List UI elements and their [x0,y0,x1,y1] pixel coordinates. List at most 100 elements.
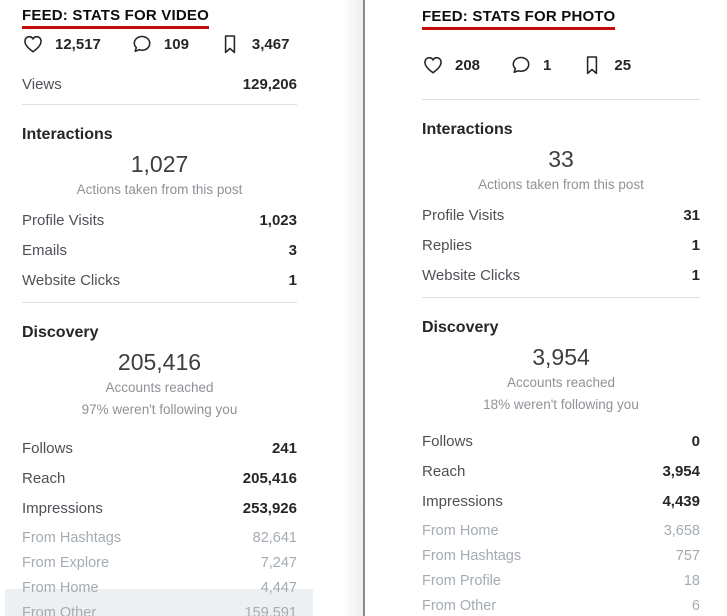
stat-label: Follows [22,440,73,457]
stat-value: 159,591 [244,605,297,616]
discovery-subcaption: 97% weren't following you [81,402,238,417]
stat-row-muted: From Other 6 [422,598,700,616]
stat-value: 7,247 [260,555,297,571]
comments-count: 1 [543,56,552,74]
discovery-heading: Discovery [422,319,499,336]
likes-group: 208 [422,54,480,76]
section-divider [422,99,700,100]
stat-row: Website Clicks 1 [422,267,700,285]
likes-count: 12,517 [55,35,101,53]
saves-count: 25 [614,56,632,74]
stat-label: Profile Visits [22,212,105,229]
stat-value: 757 [675,548,700,564]
engagement-row: 12,517 109 3,467 [22,32,297,56]
highlight-band: From Home 4,447 From Other 159,591 [5,580,313,616]
stat-label: Replies [422,237,473,254]
interactions-heading: Interactions [22,126,113,143]
saves-group: 25 [581,54,631,76]
stat-row: Impressions 253,926 [22,500,297,518]
panel-video-stats: FEED: STATS FOR VIDEO 12,517 109 3,467 [0,0,363,616]
stat-value: 1,023 [259,212,297,229]
discovery-caption: Accounts reached [105,380,214,395]
stat-label: From Home [22,580,99,596]
section-divider [22,104,297,105]
stat-row-muted: From Home 4,447 [22,580,297,598]
comments-group: 1 [510,54,551,76]
stat-value: 31 [683,207,700,224]
stat-label: Emails [22,242,68,259]
stat-label: Impressions [22,500,103,517]
discovery-rows: Follows 241 Reach 205,416 Impressions 25… [5,440,313,616]
stat-row-muted: From Hashtags 82,641 [22,530,297,548]
views-label: Views [22,76,62,93]
column-divider [363,0,365,616]
stat-label: From Home [422,523,499,539]
panel-title-video: FEED: STATS FOR VIDEO [22,8,209,29]
stat-row: Impressions 4,439 [422,493,700,511]
stat-value: 1 [288,272,297,289]
engagement-row: 208 1 25 [422,53,700,77]
discovery-total: 3,954 [532,344,590,370]
stat-value: 205,416 [242,470,297,487]
views-value: 129,206 [242,76,297,93]
stat-label: From Other [422,598,497,614]
stat-row-muted: From Home 3,658 [422,523,700,541]
stat-row: Follows 0 [422,433,700,451]
stat-value: 241 [271,440,297,457]
comment-icon[interactable] [510,54,532,76]
stat-value: 0 [691,433,700,450]
interactions-caption: Actions taken from this post [76,182,243,197]
stat-value: 3 [288,242,297,259]
stat-value: 82,641 [252,530,297,546]
stat-label: From Other [22,605,97,616]
stat-row: Emails 3 [22,242,297,260]
discovery-caption: Accounts reached [506,375,616,390]
stat-label: From Profile [422,573,501,589]
comment-icon[interactable] [131,33,153,55]
stat-label: Follows [422,433,473,450]
stat-row-muted: From Explore 7,247 [22,555,297,573]
bookmark-icon[interactable] [219,33,241,55]
interactions-heading: Interactions [422,121,513,138]
stat-row-muted: From Hashtags 757 [422,548,700,566]
stat-label: Website Clicks [422,267,521,284]
interactions-rows: Profile Visits 31 Replies 1 Website Clic… [422,207,700,285]
stat-label: Website Clicks [22,272,121,289]
stat-row: Follows 241 [22,440,297,458]
stat-row: Reach 205,416 [22,470,297,488]
likes-group: 12,517 [22,33,101,55]
discovery-heading: Discovery [22,324,99,341]
bookmark-icon[interactable] [581,54,603,76]
stat-value: 1 [691,237,700,254]
saves-group: 3,467 [219,33,290,55]
stat-row-muted: From Other 159,591 [22,605,297,616]
panel-title-photo: FEED: STATS FOR PHOTO [422,9,616,30]
likes-count: 208 [455,56,481,74]
comments-count: 109 [163,35,189,53]
stat-value: 3,658 [663,523,700,539]
stat-row: Website Clicks 1 [22,272,297,290]
stat-row: Replies 1 [422,237,700,255]
stat-row: Profile Visits 1,023 [22,212,297,230]
heart-icon[interactable] [22,33,44,55]
heart-icon[interactable] [422,54,444,76]
interactions-caption: Actions taken from this post [478,177,644,192]
views-row: Views 129,206 [22,76,297,94]
stat-label: From Explore [22,555,110,571]
interactions-total: 1,027 [130,151,189,177]
stat-label: Impressions [422,493,503,510]
panel-photo-stats: FEED: STATS FOR PHOTO 208 1 25 [365,0,727,616]
stat-label: Reach [22,470,66,487]
stat-label: Reach [422,463,466,480]
discovery-rows: Follows 0 Reach 3,954 Impressions 4,439 … [422,433,700,616]
stat-row: Profile Visits 31 [422,207,700,225]
section-divider [422,297,700,298]
stat-value: 3,954 [662,463,700,480]
stat-row-muted: From Profile 18 [422,573,700,591]
stat-value: 6 [691,598,700,614]
stat-value: 4,439 [662,493,700,510]
saves-count: 3,467 [251,35,290,53]
discovery-total: 205,416 [117,349,202,375]
stat-label: From Hashtags [422,548,522,564]
